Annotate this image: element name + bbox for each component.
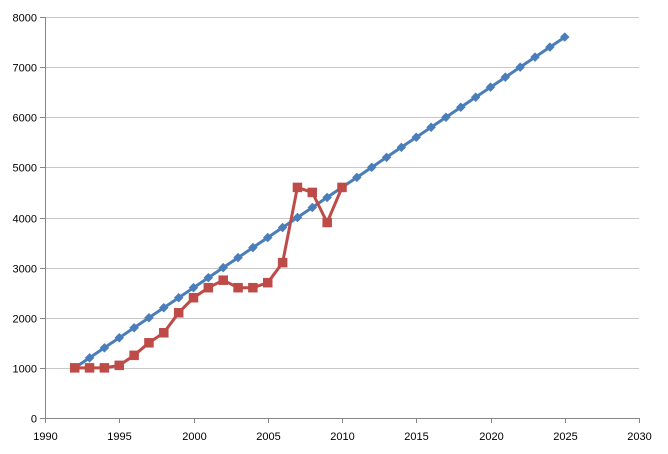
series-2-point-5 [144, 338, 154, 348]
series-1-point-1 [84, 352, 95, 363]
x-tick-label-4: 2010 [330, 431, 354, 443]
series-1 [69, 32, 570, 373]
series-2-point-9 [203, 282, 214, 293]
series-1-point-4 [129, 322, 139, 333]
series-1-point-21 [381, 152, 392, 163]
series-2 [69, 182, 347, 373]
series-2-point-17 [322, 217, 332, 228]
series-2-point-6 [159, 328, 169, 338]
series-1-point-29 [500, 72, 511, 83]
series-2-point-12 [248, 282, 258, 293]
series-1-point-19 [351, 172, 362, 183]
series-1-point-6 [158, 302, 169, 313]
series-1-point-32 [545, 42, 555, 52]
series-1-point-24 [426, 122, 436, 133]
series-1-point-23 [411, 132, 422, 143]
y-tick-label-0: 0 [31, 414, 37, 426]
y-tick-label-2: 2000 [13, 314, 37, 326]
series-1-point-22 [396, 142, 407, 153]
series-1-point-9 [203, 272, 214, 283]
series-1-point-25 [441, 112, 451, 123]
series-2-point-2 [99, 363, 110, 373]
series-2-point-8 [188, 292, 199, 303]
series-1-point-33 [559, 32, 570, 42]
y-tick-label-7: 7000 [13, 63, 37, 75]
x-tick-label-5: 2015 [404, 431, 428, 443]
series-2-point-13 [263, 277, 273, 288]
series-1-point-12 [248, 242, 258, 253]
series-1-point-11 [233, 252, 243, 263]
series-1-point-15 [292, 212, 303, 223]
series-2-point-10 [218, 275, 228, 285]
series-1-point-3 [114, 332, 125, 343]
y-tick-label-6: 6000 [13, 113, 37, 125]
series-1-point-31 [530, 52, 540, 62]
y-tick-label-1: 1000 [13, 364, 37, 376]
series-1-point-14 [277, 222, 288, 233]
series-2-point-4 [129, 350, 139, 361]
series-1-point-17 [322, 192, 333, 203]
series-1-point-27 [470, 92, 481, 103]
x-axis-tick-labels: 1990 1995 2000 2005 2010 2015 2020 2025 2030 [33, 431, 651, 443]
series-1-line [73, 35, 566, 370]
series-1-point-5 [144, 312, 154, 323]
y-tick-label-5: 5000 [13, 163, 37, 175]
series-1-point-10 [218, 262, 229, 273]
x-tick-label-2: 2000 [182, 431, 206, 443]
series-1-point-20 [366, 162, 377, 173]
y-tick-label-4: 4000 [13, 214, 37, 226]
x-tick-label-8: 2030 [627, 431, 651, 443]
x-tick-label-1: 1995 [107, 431, 131, 443]
series-2-point-14 [277, 257, 288, 268]
series-2-point-0 [69, 363, 80, 373]
y-axis-tick-labels: 0 1000 2000 3000 4000 5000 6000 7000 8000 [13, 13, 37, 426]
x-tick-label-0: 1990 [33, 431, 57, 443]
x-tick-label-3: 2005 [256, 431, 280, 443]
x-tick-label-6: 2020 [479, 431, 503, 443]
series-1-point-16 [307, 202, 318, 213]
series-1-point-26 [455, 102, 466, 113]
series-2-point-16 [307, 187, 318, 198]
axes [40, 17, 640, 423]
series-1-point-2 [99, 342, 110, 353]
series-1-point-8 [188, 282, 199, 293]
series-1-point-30 [515, 62, 526, 72]
series-1-point-28 [485, 82, 496, 93]
gridlines [45, 17, 639, 369]
series-2-point-7 [173, 307, 184, 318]
series-2-point-18 [337, 182, 347, 193]
series-2-point-3 [114, 360, 124, 371]
y-tick-label-3: 3000 [13, 264, 37, 276]
series-2-point-1 [84, 363, 95, 373]
y-tick-label-8: 8000 [13, 13, 37, 25]
series-1-point-13 [262, 232, 273, 243]
series-2-point-11 [233, 282, 243, 293]
x-tick-label-7: 2025 [553, 431, 577, 443]
series-group [69, 32, 570, 373]
series-2-point-15 [292, 182, 303, 193]
series-1-point-7 [173, 292, 184, 303]
